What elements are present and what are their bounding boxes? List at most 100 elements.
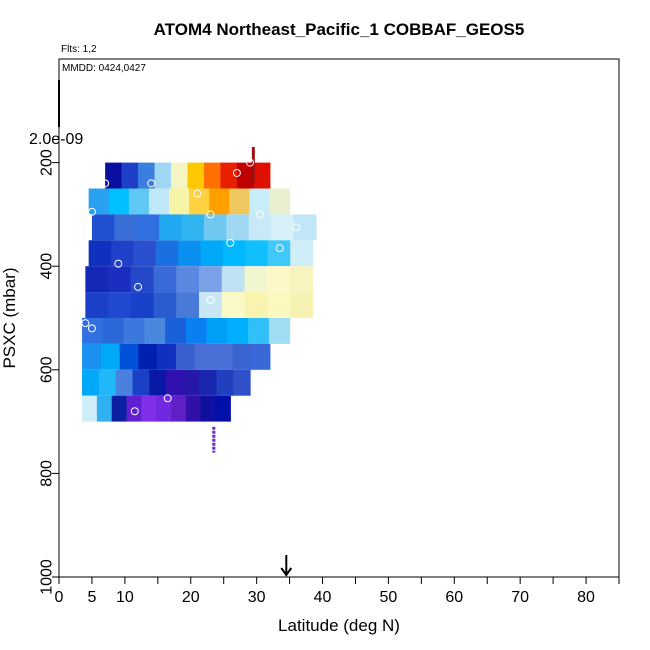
heatmap-cell <box>267 240 291 267</box>
heatmap-cell <box>157 343 177 370</box>
heatmap-cell <box>121 162 139 189</box>
x-tick-label: 20 <box>182 589 200 606</box>
heatmap-cell <box>245 240 269 267</box>
observation-point <box>232 168 241 177</box>
heatmap-cell <box>88 188 110 215</box>
latitude-arrow <box>280 555 293 577</box>
y-tick-label: 800 <box>39 460 56 487</box>
heatmap-cell <box>138 343 158 370</box>
heatmap-band <box>85 292 314 318</box>
heatmap-cell <box>148 188 170 215</box>
observation-point <box>193 189 202 198</box>
heatmap-cell <box>232 343 252 370</box>
heatmap-cell <box>227 318 249 344</box>
heatmap-cell <box>182 369 201 396</box>
x-tick-label: 5 <box>87 589 96 606</box>
heatmap-cell <box>253 162 271 189</box>
colorbar-max-label: 2.0e-09 <box>29 131 83 148</box>
heatmap-cell <box>269 188 291 215</box>
heatmap-cell <box>171 395 187 422</box>
observation-point <box>81 319 90 328</box>
heatmap-band <box>82 343 271 370</box>
heatmap-cell <box>130 292 155 318</box>
heatmap-cell <box>248 214 272 241</box>
observation-point <box>134 282 143 291</box>
heatmap-cell <box>289 266 314 293</box>
heatmap-cell <box>154 162 172 189</box>
heatmap-band <box>82 395 231 422</box>
heatmap-cell <box>176 292 200 318</box>
y-tick-label: 1000 <box>39 559 56 595</box>
heatmap-cell <box>102 318 125 344</box>
heatmap-cell <box>213 343 233 370</box>
heatmap-cell <box>98 369 117 396</box>
heatmap-bands <box>82 162 317 422</box>
heatmap-band <box>105 162 271 189</box>
heatmap-cell <box>267 266 291 293</box>
profile-markers <box>212 147 255 453</box>
heatmap-cell <box>82 395 98 422</box>
heatmap-cell <box>189 188 210 215</box>
observation-point <box>87 207 96 216</box>
heatmap-cell <box>185 318 208 344</box>
x-tick-label: 60 <box>445 589 463 606</box>
heatmap-cell <box>249 188 271 215</box>
heatmap-cell <box>82 369 100 396</box>
heatmap-cell <box>251 343 271 370</box>
heatmap-cell <box>199 266 223 293</box>
heatmap-cell <box>115 369 134 396</box>
heatmap-band <box>85 266 314 293</box>
heatmap-band <box>88 188 291 215</box>
heatmap-cell <box>171 162 189 189</box>
heatmap-cell <box>149 369 167 396</box>
chart-title: ATOM4 Northeast_Pacific_1 COBBAF_GEOS5 <box>154 20 525 39</box>
heatmap-cell <box>248 318 270 344</box>
heatmap-band <box>91 214 317 241</box>
y-tick-label: 600 <box>39 356 56 383</box>
heatmap-cell <box>105 162 123 189</box>
heatmap-cell <box>133 240 157 267</box>
heatmap-cell <box>220 162 238 189</box>
heatmap-cell <box>82 318 104 344</box>
heatmap-cell <box>203 162 222 189</box>
heatmap-cell <box>215 395 231 422</box>
heatmap-band <box>82 318 291 344</box>
heatmap-cell <box>244 292 268 318</box>
heatmap-cell <box>136 214 160 241</box>
heatmap-cell <box>132 369 150 396</box>
heatmap-cell <box>130 266 155 293</box>
arrow-head <box>280 567 293 577</box>
heatmap-cell <box>236 162 254 189</box>
heatmap-cell <box>176 266 200 293</box>
heatmap-cell <box>88 240 112 267</box>
heatmap-cell <box>155 240 179 267</box>
heatmap-cell <box>216 369 234 396</box>
heatmap-cell <box>85 266 109 293</box>
observation-point <box>87 324 96 333</box>
heatmap-cell <box>82 343 102 370</box>
heatmap-cell <box>289 292 314 318</box>
heatmap-cell <box>290 240 314 267</box>
flights-annotation: Flts: 1,2 <box>61 44 97 55</box>
heatmap-cell <box>126 395 142 422</box>
heatmap-cell <box>108 266 132 293</box>
heatmap-cell <box>206 318 228 344</box>
y-tick-label: 400 <box>39 253 56 280</box>
observation-point <box>101 179 110 188</box>
heatmap-cell <box>194 343 215 370</box>
observation-point <box>114 259 123 268</box>
heatmap-cell <box>185 395 202 422</box>
x-axis: 0 5 10 20 30 40 50 60 70 80 <box>55 577 620 606</box>
observation-point <box>226 238 235 247</box>
heatmap-cell <box>111 240 135 267</box>
x-tick-label: 70 <box>511 589 529 606</box>
heatmap-cell <box>178 240 202 267</box>
y-tick-label: 200 <box>39 149 56 176</box>
heatmap-cell <box>144 318 166 344</box>
observation-point <box>163 394 172 403</box>
heatmap-cell <box>96 395 113 422</box>
x-tick-label: 30 <box>248 589 266 606</box>
heatmap-cell <box>123 318 145 344</box>
heatmap-cell <box>108 188 130 215</box>
